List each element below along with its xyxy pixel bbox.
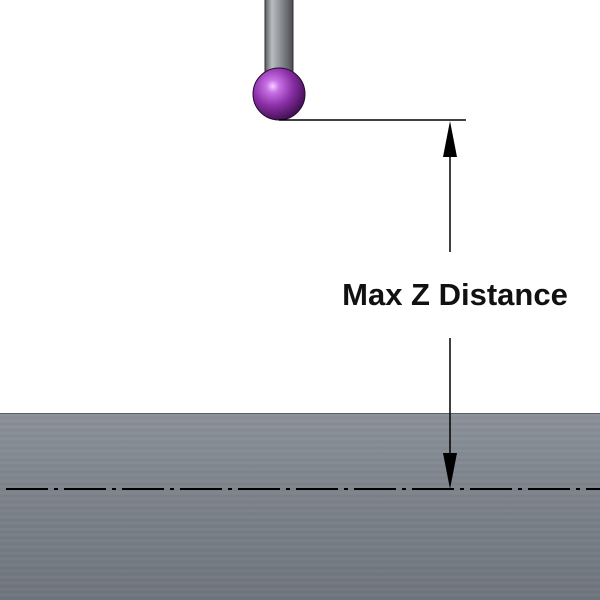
workpiece-texture (0, 413, 600, 600)
probe (252, 0, 306, 121)
dimension-line (443, 121, 457, 489)
dimension-label: Max Z Distance (342, 277, 568, 312)
probe-ball (252, 67, 306, 121)
arrow-down-icon (443, 453, 457, 489)
workpiece (0, 413, 600, 600)
arrow-up-icon (443, 121, 457, 157)
